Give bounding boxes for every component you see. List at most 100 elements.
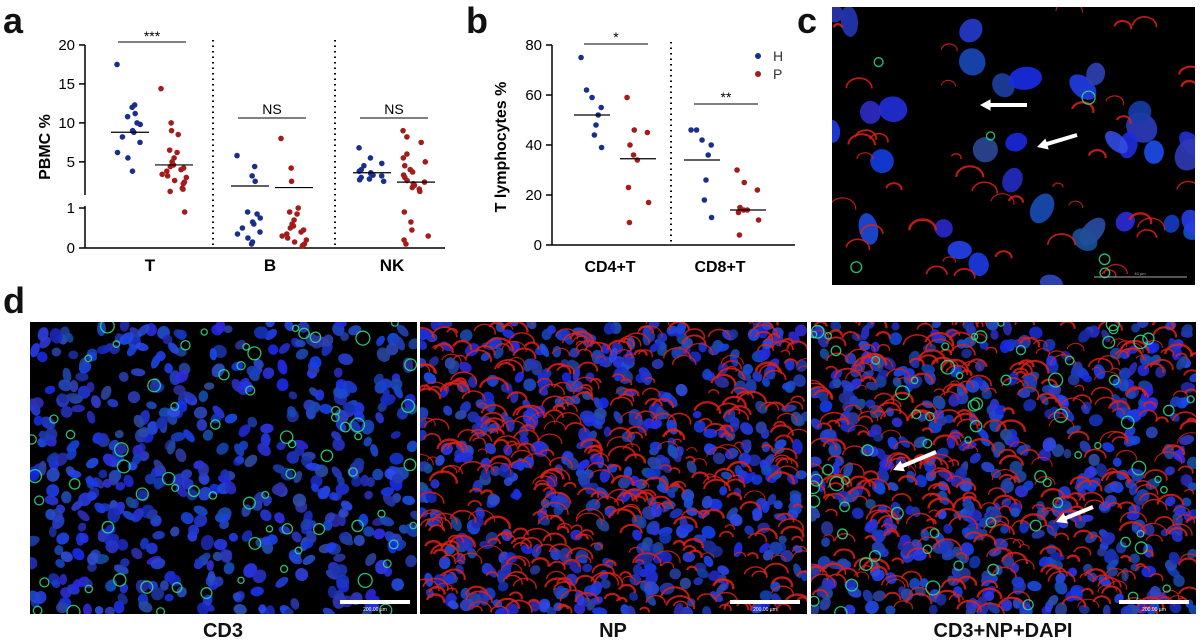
np-stain: [1081, 587, 1094, 596]
nucleus: [365, 553, 377, 566]
nucleus: [755, 421, 767, 434]
np-stain: [639, 606, 650, 613]
np-stain: [664, 428, 682, 436]
scale-bar: [730, 600, 800, 604]
nucleus: [1120, 605, 1133, 614]
data-point-P-CD4+T: [627, 142, 633, 148]
scale-bar-label: 200.00 µm: [1142, 607, 1166, 613]
np-stain: [953, 268, 976, 279]
nucleus: [289, 451, 299, 462]
np-stain: [673, 516, 698, 529]
data-point-H-B: [245, 235, 251, 241]
np-stain: [1069, 475, 1092, 486]
np-stain: [811, 382, 829, 396]
np-stain: [469, 432, 493, 442]
data-point-P-T: [180, 180, 187, 187]
data-point-H-NK: [378, 173, 385, 179]
cd3-stain: [1134, 541, 1148, 555]
np-stain: [539, 468, 565, 480]
np-stain: [936, 409, 962, 421]
cd3-stain: [247, 346, 262, 361]
np-stain: [743, 566, 768, 578]
nucleus: [716, 583, 728, 594]
nucleus: [759, 590, 773, 601]
nucleus: [340, 535, 354, 546]
nucleus: [675, 383, 688, 397]
nucleus: [151, 587, 165, 601]
np-stain: [916, 536, 941, 548]
nucleus: [276, 378, 289, 392]
np-stain: [903, 541, 915, 548]
y-tick-label: 20: [58, 37, 75, 54]
np-stain: [955, 552, 968, 560]
np-stain: [693, 401, 722, 415]
data-point-P-CD4+T: [626, 219, 633, 226]
nucleus: [719, 486, 728, 496]
data-point-P-CD8+T: [734, 167, 740, 173]
np-stain: [786, 428, 807, 439]
np-stain: [1149, 573, 1164, 582]
nucleus: [420, 407, 429, 420]
nucleus: [223, 562, 235, 575]
nucleus: [423, 463, 433, 474]
nucleus: [969, 555, 981, 569]
nucleus: [860, 100, 881, 124]
nucleus: [125, 496, 137, 509]
np-stain: [872, 409, 886, 418]
np-stain: [543, 420, 566, 431]
np-stain: [435, 582, 454, 592]
np-stain: [562, 558, 581, 568]
nucleus: [773, 500, 783, 510]
nucleus: [238, 440, 249, 451]
cd3-stain: [30, 434, 37, 445]
x-tick-label: CD4+T: [584, 259, 635, 276]
np-stain: [719, 424, 734, 433]
nucleus: [153, 459, 165, 473]
np-stain: [1131, 16, 1158, 28]
nucleus: [666, 488, 676, 499]
nucleus: [44, 385, 56, 394]
nucleus: [968, 252, 989, 276]
np-stain: [1067, 430, 1090, 441]
nucleus: [51, 579, 61, 588]
data-point-P-B: [279, 233, 285, 239]
nucleus: [682, 551, 696, 563]
nucleus: [390, 378, 403, 391]
np-stain: [1136, 229, 1158, 238]
np-stain: [1160, 348, 1175, 357]
np-stain: [1108, 580, 1128, 590]
nucleus: [1106, 559, 1119, 571]
nucleus: [821, 537, 831, 548]
nucleus: [744, 525, 754, 536]
np-stain: [1183, 369, 1196, 376]
np-stain: [905, 592, 933, 605]
np-stain: [886, 527, 898, 535]
cd3-stain: [265, 525, 274, 533]
np-stain: [558, 396, 575, 403]
np-stain: [533, 482, 553, 492]
nucleus: [1029, 326, 1043, 339]
np-stain: [620, 411, 643, 422]
np-stain: [757, 343, 775, 352]
np-stain: [685, 456, 696, 463]
nucleus: [203, 382, 215, 390]
np-stain: [619, 378, 633, 386]
np-stain: [749, 324, 779, 337]
np-stain: [1116, 570, 1136, 580]
nucleus: [849, 395, 859, 406]
data-point-P-CD8+T: [735, 209, 742, 216]
np-stain: [563, 481, 577, 488]
np-stain: [1108, 431, 1129, 442]
data-point-H-NK: [380, 178, 387, 185]
np-stain: [644, 398, 663, 407]
nucleus: [291, 531, 302, 543]
np-stain: [948, 331, 974, 344]
nucleus: [1000, 525, 1009, 534]
micrograph-canvas: 40 µm: [832, 7, 1195, 285]
cd3-stain: [1108, 324, 1119, 335]
nucleus: [260, 509, 272, 522]
nucleus: [623, 466, 633, 478]
np-stain: [962, 495, 976, 502]
np-stain: [624, 453, 646, 464]
np-stain: [856, 384, 867, 391]
